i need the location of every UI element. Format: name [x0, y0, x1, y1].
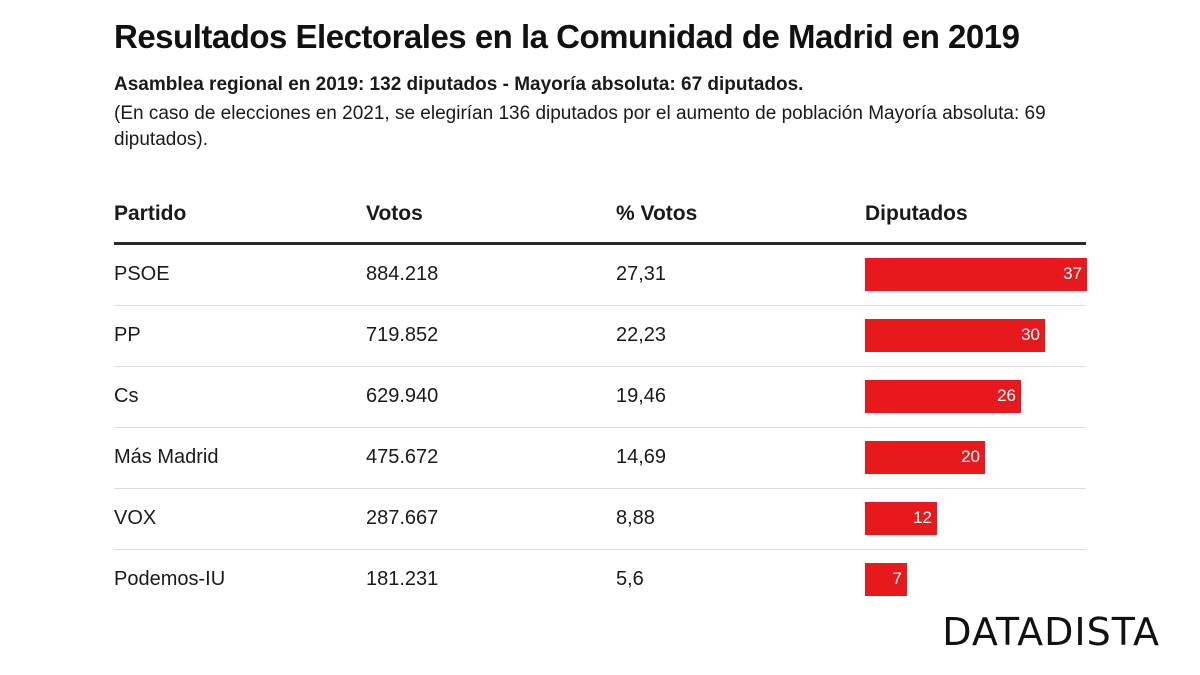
table-row: Podemos-IU 181.231 5,6 7	[114, 550, 1086, 610]
seats-bar: 30	[865, 319, 1045, 352]
pct-value: 27,31	[616, 263, 667, 285]
header-votes: Votos	[366, 202, 423, 225]
seats-bar-label: 26	[997, 386, 1016, 405]
votes-value: 629.940	[366, 385, 439, 407]
seats-bar-cell: 30	[865, 319, 1087, 352]
pct-value: 5,6	[616, 568, 644, 590]
subtitle: Asamblea regional en 2019: 132 diputados…	[114, 74, 804, 95]
votes-value: 475.672	[366, 446, 439, 468]
table-body: PSOE 884.218 27,31 37 PP 719.852 22,23 30 Cs 629.…	[114, 245, 1087, 610]
table-row: VOX 287.667 8,88 12	[114, 489, 1086, 550]
party-name: Cs	[114, 385, 139, 407]
party-name: PP	[114, 324, 141, 346]
pct-value: 14,69	[616, 446, 667, 468]
pct-value: 22,23	[616, 324, 667, 346]
votes-value: 287.667	[366, 507, 439, 529]
seats-bar-label: 37	[1063, 264, 1082, 283]
table-row: Cs 629.940 19,46 26	[114, 367, 1086, 428]
pct-value: 8,88	[616, 507, 655, 529]
votes-value: 884.218	[366, 263, 439, 285]
party-name: PSOE	[114, 263, 170, 285]
seats-bar-label: 12	[913, 508, 932, 527]
seats-bar: 20	[865, 441, 985, 474]
seats-bar: 26	[865, 380, 1021, 413]
seats-bar-label: 7	[892, 569, 902, 588]
seats-bar-cell: 26	[865, 380, 1087, 413]
party-name: Podemos-IU	[114, 568, 226, 590]
datadista-logo: DATADISTA	[942, 610, 1160, 654]
note: (En caso de elecciones en 2021, se elegi…	[114, 103, 1046, 150]
seats-bar: 12	[865, 502, 937, 535]
header-seats: Diputados	[865, 202, 968, 225]
party-name: Más Madrid	[114, 446, 219, 468]
seats-bar-label: 30	[1021, 325, 1040, 344]
seats-bar-cell: 12	[865, 502, 1087, 535]
seats-bar: 37	[865, 258, 1087, 291]
pct-value: 19,46	[616, 385, 667, 407]
header-pct: % Votos	[616, 202, 698, 225]
table-row: PSOE 884.218 27,31 37	[114, 245, 1087, 306]
table-row: PP 719.852 22,23 30	[114, 306, 1086, 367]
seats-bar-cell: 20	[865, 441, 1087, 474]
results-table: Partido Votos % Votos Diputados PSOE 884.…	[114, 196, 1087, 610]
party-name: VOX	[114, 507, 157, 529]
seats-bar: 7	[865, 563, 907, 596]
header-party: Partido	[114, 202, 187, 225]
table-row: Más Madrid 475.672 14,69 20	[114, 428, 1086, 489]
page-title: Resultados Electorales en la Comunidad d…	[114, 18, 1020, 55]
seats-bar-cell: 7	[865, 563, 1087, 596]
votes-value: 719.852	[366, 324, 439, 346]
seats-bar-label: 20	[961, 447, 980, 466]
votes-value: 181.231	[366, 568, 439, 590]
seats-bar-cell: 37	[865, 258, 1087, 291]
table-header: Partido Votos % Votos Diputados	[114, 196, 1086, 245]
